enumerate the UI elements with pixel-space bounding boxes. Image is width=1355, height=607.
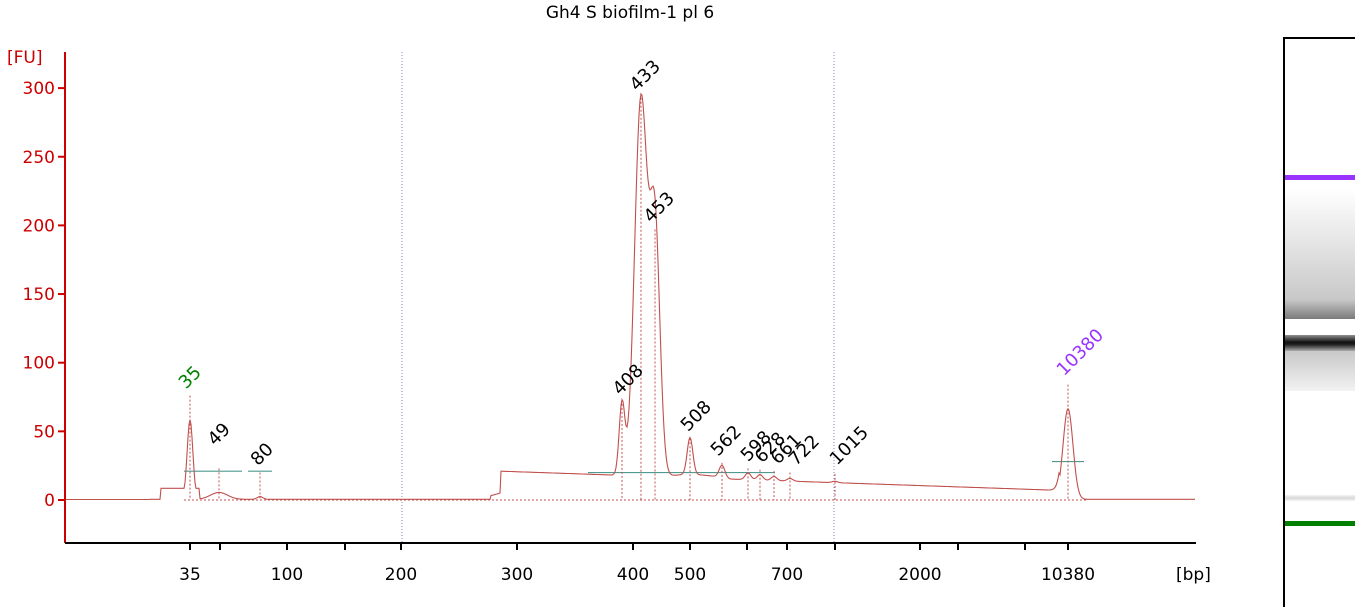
y-tick-label: 200 <box>23 216 55 236</box>
y-axis: 0 50 100 150 200 250 300 <box>23 52 66 543</box>
x-tick-label: 100 <box>271 565 303 585</box>
gel-band-faint <box>1285 495 1355 501</box>
x-tick-label: 400 <box>617 565 649 585</box>
chart-title: Gh4 S biofilm-1 pl 6 <box>546 3 714 23</box>
plot-area <box>66 52 1195 543</box>
x-tick-label: 200 <box>385 565 417 585</box>
x-tick-label: 300 <box>501 565 533 585</box>
x-axis: 35 100 200 300 400 500 700 2000 10380 <box>65 542 1196 585</box>
peak-label: 433 <box>626 56 665 95</box>
x-axis-label: [bp] <box>1176 565 1211 585</box>
peak-label: 508 <box>677 397 716 436</box>
peak-label: 35 <box>175 362 206 393</box>
gel-band-smear <box>1285 189 1355 319</box>
fluorescence-trace <box>66 92 1195 501</box>
x-tick-label: 500 <box>674 565 706 585</box>
peak-label: 408 <box>609 360 648 399</box>
gel-band-tail <box>1285 351 1355 391</box>
x-tick-label: 700 <box>771 565 803 585</box>
x-tick-label: 10380 <box>1041 565 1095 585</box>
y-tick-label: 150 <box>23 285 55 305</box>
y-tick-label: 100 <box>23 354 55 374</box>
x-tick-label: 35 <box>179 565 201 585</box>
x-tick-label: 2000 <box>898 565 941 585</box>
y-tick-label: 300 <box>23 79 55 99</box>
peak-label: 1015 <box>826 422 873 469</box>
gel-band-upper-marker <box>1285 175 1355 180</box>
gel-lane-image <box>1283 37 1355 607</box>
peak-label: 10380 <box>1053 325 1108 380</box>
electropherogram-chart: Gh4 S biofilm-1 pl 6 [FU] [bp] 0 50 100 150… <box>7 3 1211 585</box>
gel-band-lower-marker <box>1285 521 1355 526</box>
peak-label: 80 <box>247 439 278 470</box>
y-tick-label: 0 <box>44 491 55 511</box>
y-tick-label: 50 <box>33 422 55 442</box>
y-axis-label: [FU] <box>7 48 43 68</box>
gel-band-main <box>1285 335 1355 351</box>
peak-label: 49 <box>204 419 235 450</box>
y-tick-label: 250 <box>23 148 55 168</box>
peak-label: 453 <box>640 188 679 227</box>
